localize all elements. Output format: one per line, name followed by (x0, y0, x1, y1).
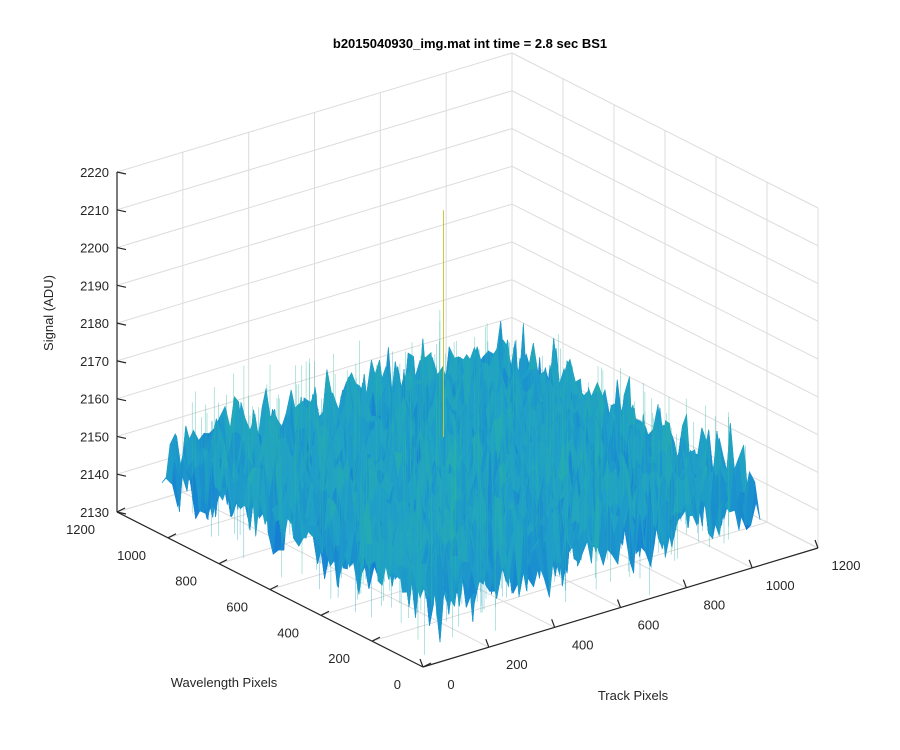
back-wall-grid-horizontal (116, 128, 513, 249)
side-wall-grid-horizontal (511, 279, 819, 436)
back-wall-grid-horizontal (116, 279, 513, 400)
z-tick-mark (116, 171, 127, 175)
z-tick-mark (116, 246, 127, 251)
z-tick-label: 2180 (80, 316, 109, 331)
z-tick-mark (116, 209, 127, 213)
z-tick-mark (116, 398, 127, 402)
z-tick-mark (116, 473, 127, 477)
y-tick-mark (371, 636, 381, 642)
x-tick-label: 600 (638, 618, 660, 633)
z-tick-label: 2160 (80, 392, 109, 407)
x-tick-mark (616, 599, 622, 608)
x-tick-mark (419, 658, 424, 668)
z-tick-mark (116, 435, 127, 440)
z-tick-label: 2140 (80, 467, 109, 482)
back-wall-grid-horizontal (116, 241, 513, 362)
x-tick-label: 0 (447, 677, 454, 692)
y-axis-label: Wavelength Pixels (171, 675, 278, 690)
z-tick-mark (116, 322, 127, 326)
x-tick-mark (682, 579, 687, 588)
z-tick-label: 2170 (80, 354, 109, 369)
x-tick-label: 200 (506, 657, 528, 672)
x-tick-mark (814, 539, 819, 549)
y-tick-label: 400 (277, 625, 299, 640)
z-axis-label: Signal (ADU) (41, 275, 56, 351)
back-wall-grid-horizontal (116, 203, 513, 324)
y-tick-mark (167, 533, 177, 539)
z-tick-label: 2190 (80, 278, 109, 293)
y-tick-mark (116, 507, 126, 513)
x-tick-label: 800 (703, 598, 725, 613)
surface-cell (418, 554, 429, 598)
axes (116, 171, 819, 668)
y-tick-label: 1000 (117, 548, 146, 563)
y-tick-mark (422, 662, 432, 668)
back-wall-grid-horizontal (116, 165, 513, 286)
y-tick-label: 200 (328, 651, 350, 666)
side-wall-grid-horizontal (511, 203, 819, 360)
tick-labels: 0 200 400 600 800 1000 1200 0 200 400 600 800 1000 12… (66, 165, 860, 692)
z-tick-mark (116, 284, 127, 288)
y-tick-label: 0 (394, 677, 401, 692)
side-wall-grid-horizontal (511, 128, 819, 285)
side-wall-grid-horizontal (511, 90, 819, 247)
z-tick-label: 2210 (80, 203, 109, 218)
z-tick-mark (116, 360, 127, 364)
surface-mesh (161, 210, 761, 655)
y-tick-mark (320, 610, 330, 616)
y-tick-label: 800 (175, 574, 197, 589)
y-tick-label: 1200 (66, 522, 95, 537)
x-tick-mark (485, 638, 490, 648)
surface-cell (527, 342, 538, 371)
z-tick-label: 2130 (80, 505, 109, 520)
x-tick-mark (748, 559, 753, 569)
x-axis-label: Track Pixels (598, 688, 669, 703)
side-wall-grid-horizontal (511, 316, 819, 473)
x-tick-mark (551, 619, 556, 628)
back-wall-grid-horizontal (116, 52, 513, 173)
z-tick-label: 2200 (80, 241, 109, 256)
z-tick-label: 2150 (80, 429, 109, 444)
x-tick-label: 1000 (766, 578, 795, 593)
side-wall-grid-horizontal (511, 241, 819, 398)
y-tick-mark (269, 584, 279, 591)
y-tick-label: 600 (226, 600, 248, 615)
side-wall-grid-horizontal (511, 52, 819, 209)
chart-title: b2015040930_img.mat int time = 2.8 sec B… (333, 36, 607, 51)
side-wall-grid-horizontal (511, 165, 819, 322)
z-tick-label: 2220 (80, 165, 109, 180)
z-tick-mark (116, 511, 127, 515)
x-tick-label: 400 (572, 637, 594, 652)
x-tick-label: 1200 (832, 558, 861, 573)
y-tick-mark (218, 559, 228, 565)
back-wall-grid-horizontal (116, 90, 513, 211)
